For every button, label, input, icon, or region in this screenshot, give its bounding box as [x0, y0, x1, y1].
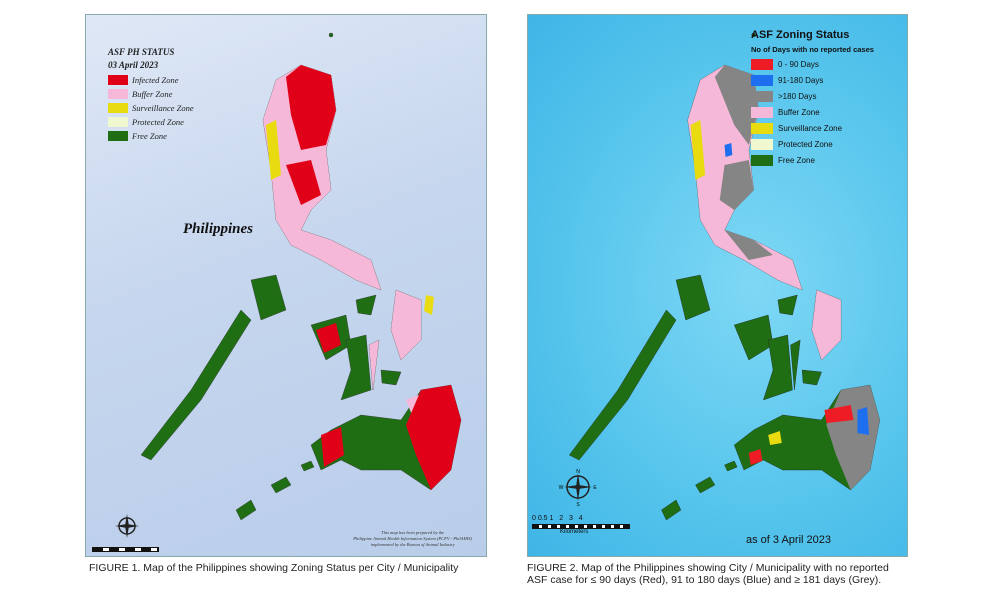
legend-item-0-90: 0 - 90 Days	[751, 56, 874, 72]
as-of-date: as of 3 April 2023	[746, 534, 832, 546]
legend: ASF PH STATUS 03 April 2023 Infected Zon…	[108, 47, 194, 143]
credit-line: implemented by the Bureau of Animal Indu…	[370, 542, 455, 547]
compass-e: E	[593, 485, 597, 491]
legend-label: 91-180 Days	[778, 75, 824, 85]
legend-item-infected: Infected Zone	[108, 73, 194, 87]
legend-date: 03 April 2023	[108, 60, 159, 70]
compass-n: N	[576, 469, 580, 475]
legend-label: >180 Days	[778, 91, 817, 101]
legend-label: Free Zone	[778, 155, 815, 165]
legend-swatch	[751, 90, 773, 102]
legend-label: Free Zone	[132, 131, 167, 141]
legend-title: ASF PH STATUS	[108, 47, 175, 57]
legend-swatch	[751, 74, 773, 86]
compass-w: W	[559, 485, 564, 491]
legend-label: Surveillance Zone	[778, 123, 843, 133]
legend-item-protected: Protected Zone	[751, 136, 874, 152]
legend-swatch	[751, 106, 773, 118]
legend-item-91-180: 91-180 Days	[751, 72, 874, 88]
days-without-cases-map: ASF Zoning Status No of Days with no rep…	[527, 14, 908, 557]
legend-subtitle: No of Days with no reported cases	[751, 45, 874, 54]
legend-item-surveillance: Surveillance Zone	[751, 120, 874, 136]
legend-item-buffer: Buffer Zone	[108, 87, 194, 101]
legend-label: Buffer Zone	[778, 107, 820, 117]
legend-label: Buffer Zone	[132, 89, 173, 99]
legend-swatch	[751, 122, 773, 134]
figure2-caption: FIGURE 2. Map of the Philippines showing…	[527, 562, 889, 586]
legend-label: 0 - 90 Days	[778, 59, 819, 69]
legend-swatch	[108, 117, 128, 127]
infected-zones	[286, 65, 461, 490]
zoning-status-map: ASF PH STATUS 03 April 2023 Infected Zon…	[85, 14, 487, 557]
legend-title: ASF Zoning Status	[751, 29, 850, 41]
surveillance-zones	[266, 120, 434, 315]
legend-item-buffer: Buffer Zone	[751, 104, 874, 120]
philippines-map-figure1	[140, 32, 462, 521]
legend-swatch	[751, 138, 773, 150]
caption-line: FIGURE 2. Map of the Philippines showing…	[527, 562, 889, 574]
legend-item-over-180: >180 Days	[751, 88, 874, 104]
compass-rose-icon	[115, 514, 139, 538]
philippines-map-figure2	[568, 32, 881, 521]
scale-unit: Kilometers	[560, 529, 589, 535]
legend-swatch	[108, 131, 128, 141]
compass-rose-icon: N E S W	[559, 469, 598, 508]
legend: ASF Zoning Status No of Days with no rep…	[751, 29, 874, 168]
legend-swatch	[751, 154, 773, 166]
map-credit: This map has been prepared by the Philip…	[353, 530, 472, 548]
legend-swatch	[108, 75, 128, 85]
legend-label: Protected Zone	[132, 117, 184, 127]
scale-ticks: 0 0.5 1 2 3 4	[532, 515, 583, 522]
country-label: Philippines	[183, 221, 254, 237]
caption-line: ASF case for ≤ 90 days (Red), 91 to 180 …	[527, 574, 882, 586]
compass-s: S	[576, 502, 580, 508]
legend-swatch	[108, 89, 128, 99]
credit-line: This map has been prepared by the	[381, 530, 445, 535]
legend-item-surveillance: Surveillance Zone	[108, 101, 194, 115]
legend-label: Surveillance Zone	[132, 103, 194, 113]
legend-item-free: Free Zone	[751, 152, 874, 168]
legend-swatch	[108, 103, 128, 113]
legend-label: Protected Zone	[778, 139, 833, 149]
legend-label: Infected Zone	[132, 75, 179, 85]
credit-line: Philippine Animal Health Information Sys…	[353, 536, 472, 541]
legend-swatch	[751, 58, 773, 70]
figure1-caption: FIGURE 1. Map of the Philippines showing…	[89, 562, 459, 574]
legend-item-protected: Protected Zone	[108, 115, 194, 129]
scale-bar	[92, 547, 159, 552]
scale-bar-graphic	[532, 524, 630, 529]
legend-item-free: Free Zone	[108, 129, 194, 143]
scale-bar: 0 0.5 1 2 3 4 Kilometers	[532, 515, 630, 535]
